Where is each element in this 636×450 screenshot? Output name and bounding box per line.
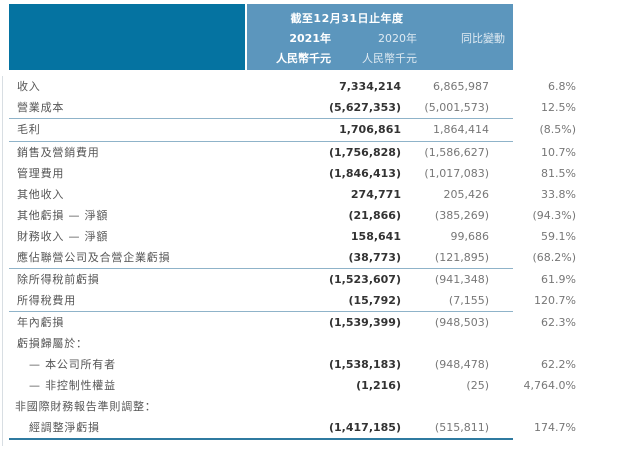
value-2020: 205,426	[443, 188, 490, 201]
value-change: 10.7%	[541, 146, 576, 159]
table-row: 非國際財務報告準則調整：	[9, 396, 513, 417]
value-2020: 99,686	[450, 230, 490, 243]
value-2021: 274,771	[350, 188, 401, 201]
value-2020: (385,269)	[434, 209, 489, 222]
header-columns-block: 截至12月31日止年度 2021年 2020年 同比變動 人民幣千元 人民幣千元	[247, 4, 513, 70]
value-2020: (25)	[466, 379, 489, 392]
table-row: 銷售及營銷費用 (1,756,828) (1,586,627) 10.7%	[9, 142, 576, 163]
row-label: 除所得稅前虧損	[17, 273, 100, 286]
row-label: — 非控制性權益	[29, 379, 116, 392]
value-2021: (1,417,185)	[329, 421, 401, 434]
header-label-block	[9, 4, 245, 70]
table-row: — 本公司所有者 (1,538,183) (948,478) 62.2%	[9, 354, 576, 375]
value-change: 62.2%	[541, 358, 576, 371]
value-2021: (1,539,399)	[329, 316, 401, 329]
value-2020: (1,017,083)	[424, 167, 489, 180]
value-change: 174.7%	[534, 421, 576, 434]
column-header-2020: 2020年	[378, 32, 417, 45]
table-row: 經調整淨虧損 (1,417,185) (515,811) 174.7%	[9, 417, 576, 438]
value-2021: (38,773)	[348, 251, 401, 264]
value-2020: (121,895)	[434, 251, 489, 264]
value-2020: 6,865,987	[433, 80, 489, 93]
unit-2021: 人民幣千元	[276, 52, 331, 65]
row-label: 所得稅費用	[17, 294, 76, 307]
value-2020: (7,155)	[448, 294, 489, 307]
divider	[9, 118, 513, 119]
value-2021: (1,756,828)	[329, 146, 401, 159]
row-label: 營業成本	[17, 101, 65, 114]
value-2020: (515,811)	[434, 421, 489, 434]
table-row: 其他虧損 — 淨額 (21,866) (385,269) (94.3%)	[9, 205, 576, 226]
unit-2020: 人民幣千元	[362, 52, 417, 65]
column-header-change: 同比變動	[461, 32, 505, 45]
table-row: 管理費用 (1,846,413) (1,017,083) 81.5%	[9, 163, 576, 184]
value-2021: (1,846,413)	[329, 167, 401, 180]
row-label: 其他收入	[17, 188, 65, 201]
value-change: 59.1%	[541, 230, 576, 243]
value-change: (68.2%)	[532, 251, 576, 264]
bottom-divider	[9, 438, 513, 440]
value-2021: (1,523,607)	[329, 273, 401, 286]
table-row: — 非控制性權益 (1,216) (25) 4,764.0%	[9, 375, 576, 396]
column-header-2021: 2021年	[289, 32, 331, 45]
value-change: 81.5%	[541, 167, 576, 180]
period-heading: 截至12月31日止年度	[290, 12, 404, 25]
table-row: 營業成本 (5,627,353) (5,001,573) 12.5%	[9, 97, 576, 118]
row-label: 其他虧損 — 淨額	[17, 209, 109, 222]
row-label: — 本公司所有者	[29, 358, 116, 371]
value-2021: 1,706,861	[339, 123, 401, 136]
divider	[9, 268, 513, 269]
row-label: 銷售及營銷費用	[17, 146, 100, 159]
row-label: 經調整淨虧損	[29, 421, 100, 434]
value-change: (94.3%)	[532, 209, 576, 222]
row-label: 非國際財務報告準則調整：	[15, 400, 157, 413]
value-change: 12.5%	[541, 101, 576, 114]
table-row: 所得稅費用 (15,792) (7,155) 120.7%	[9, 290, 576, 311]
row-label: 財務收入 — 淨額	[17, 230, 109, 243]
row-label: 虧損歸屬於：	[17, 337, 88, 350]
value-2020: 1,864,414	[433, 123, 489, 136]
value-2021: (5,627,353)	[329, 101, 401, 114]
row-label: 管理費用	[17, 167, 65, 180]
value-2021: (15,792)	[348, 294, 401, 307]
value-2021: (1,216)	[356, 379, 401, 392]
table-row: 財務收入 — 淨額 158,641 99,686 59.1%	[9, 226, 576, 247]
row-label: 毛利	[17, 123, 41, 136]
table-row: 其他收入 274,771 205,426 33.8%	[9, 184, 576, 205]
left-border-line	[2, 76, 3, 446]
table-row: 除所得稅前虧損 (1,523,607) (941,348) 61.9%	[9, 269, 576, 290]
value-2020: (948,503)	[434, 316, 489, 329]
divider	[9, 141, 513, 142]
value-change: 4,764.0%	[523, 379, 576, 392]
value-change: 6.8%	[548, 80, 576, 93]
value-2021: (1,538,183)	[329, 358, 401, 371]
value-2021: 158,641	[350, 230, 401, 243]
table-row: 應佔聯營公司及合營企業虧損 (38,773) (121,895) (68.2%)	[9, 247, 576, 268]
value-2020: (1,586,627)	[424, 146, 489, 159]
value-change: 61.9%	[541, 273, 576, 286]
value-2020: (948,478)	[434, 358, 489, 371]
table-row: 虧損歸屬於：	[9, 333, 513, 354]
value-2021: 7,334,214	[339, 80, 401, 93]
row-label: 收入	[17, 80, 41, 93]
row-label: 年內虧損	[17, 316, 65, 329]
divider	[9, 311, 513, 312]
income-statement-table: 收入 7,334,214 6,865,987 6.8% 營業成本 (5,627,…	[9, 76, 576, 440]
table-row: 年內虧損 (1,539,399) (948,503) 62.3%	[9, 312, 576, 333]
value-2021: (21,866)	[348, 209, 401, 222]
value-change: 33.8%	[541, 188, 576, 201]
value-change: 62.3%	[541, 316, 576, 329]
row-label: 應佔聯營公司及合營企業虧損	[17, 251, 171, 264]
table-row: 收入 7,334,214 6,865,987 6.8%	[9, 76, 576, 97]
value-2020: (5,001,573)	[424, 101, 489, 114]
value-change: (8.5%)	[539, 123, 576, 136]
value-change: 120.7%	[534, 294, 576, 307]
value-2020: (941,348)	[434, 273, 489, 286]
table-row: 毛利 1,706,861 1,864,414 (8.5%)	[9, 119, 576, 141]
